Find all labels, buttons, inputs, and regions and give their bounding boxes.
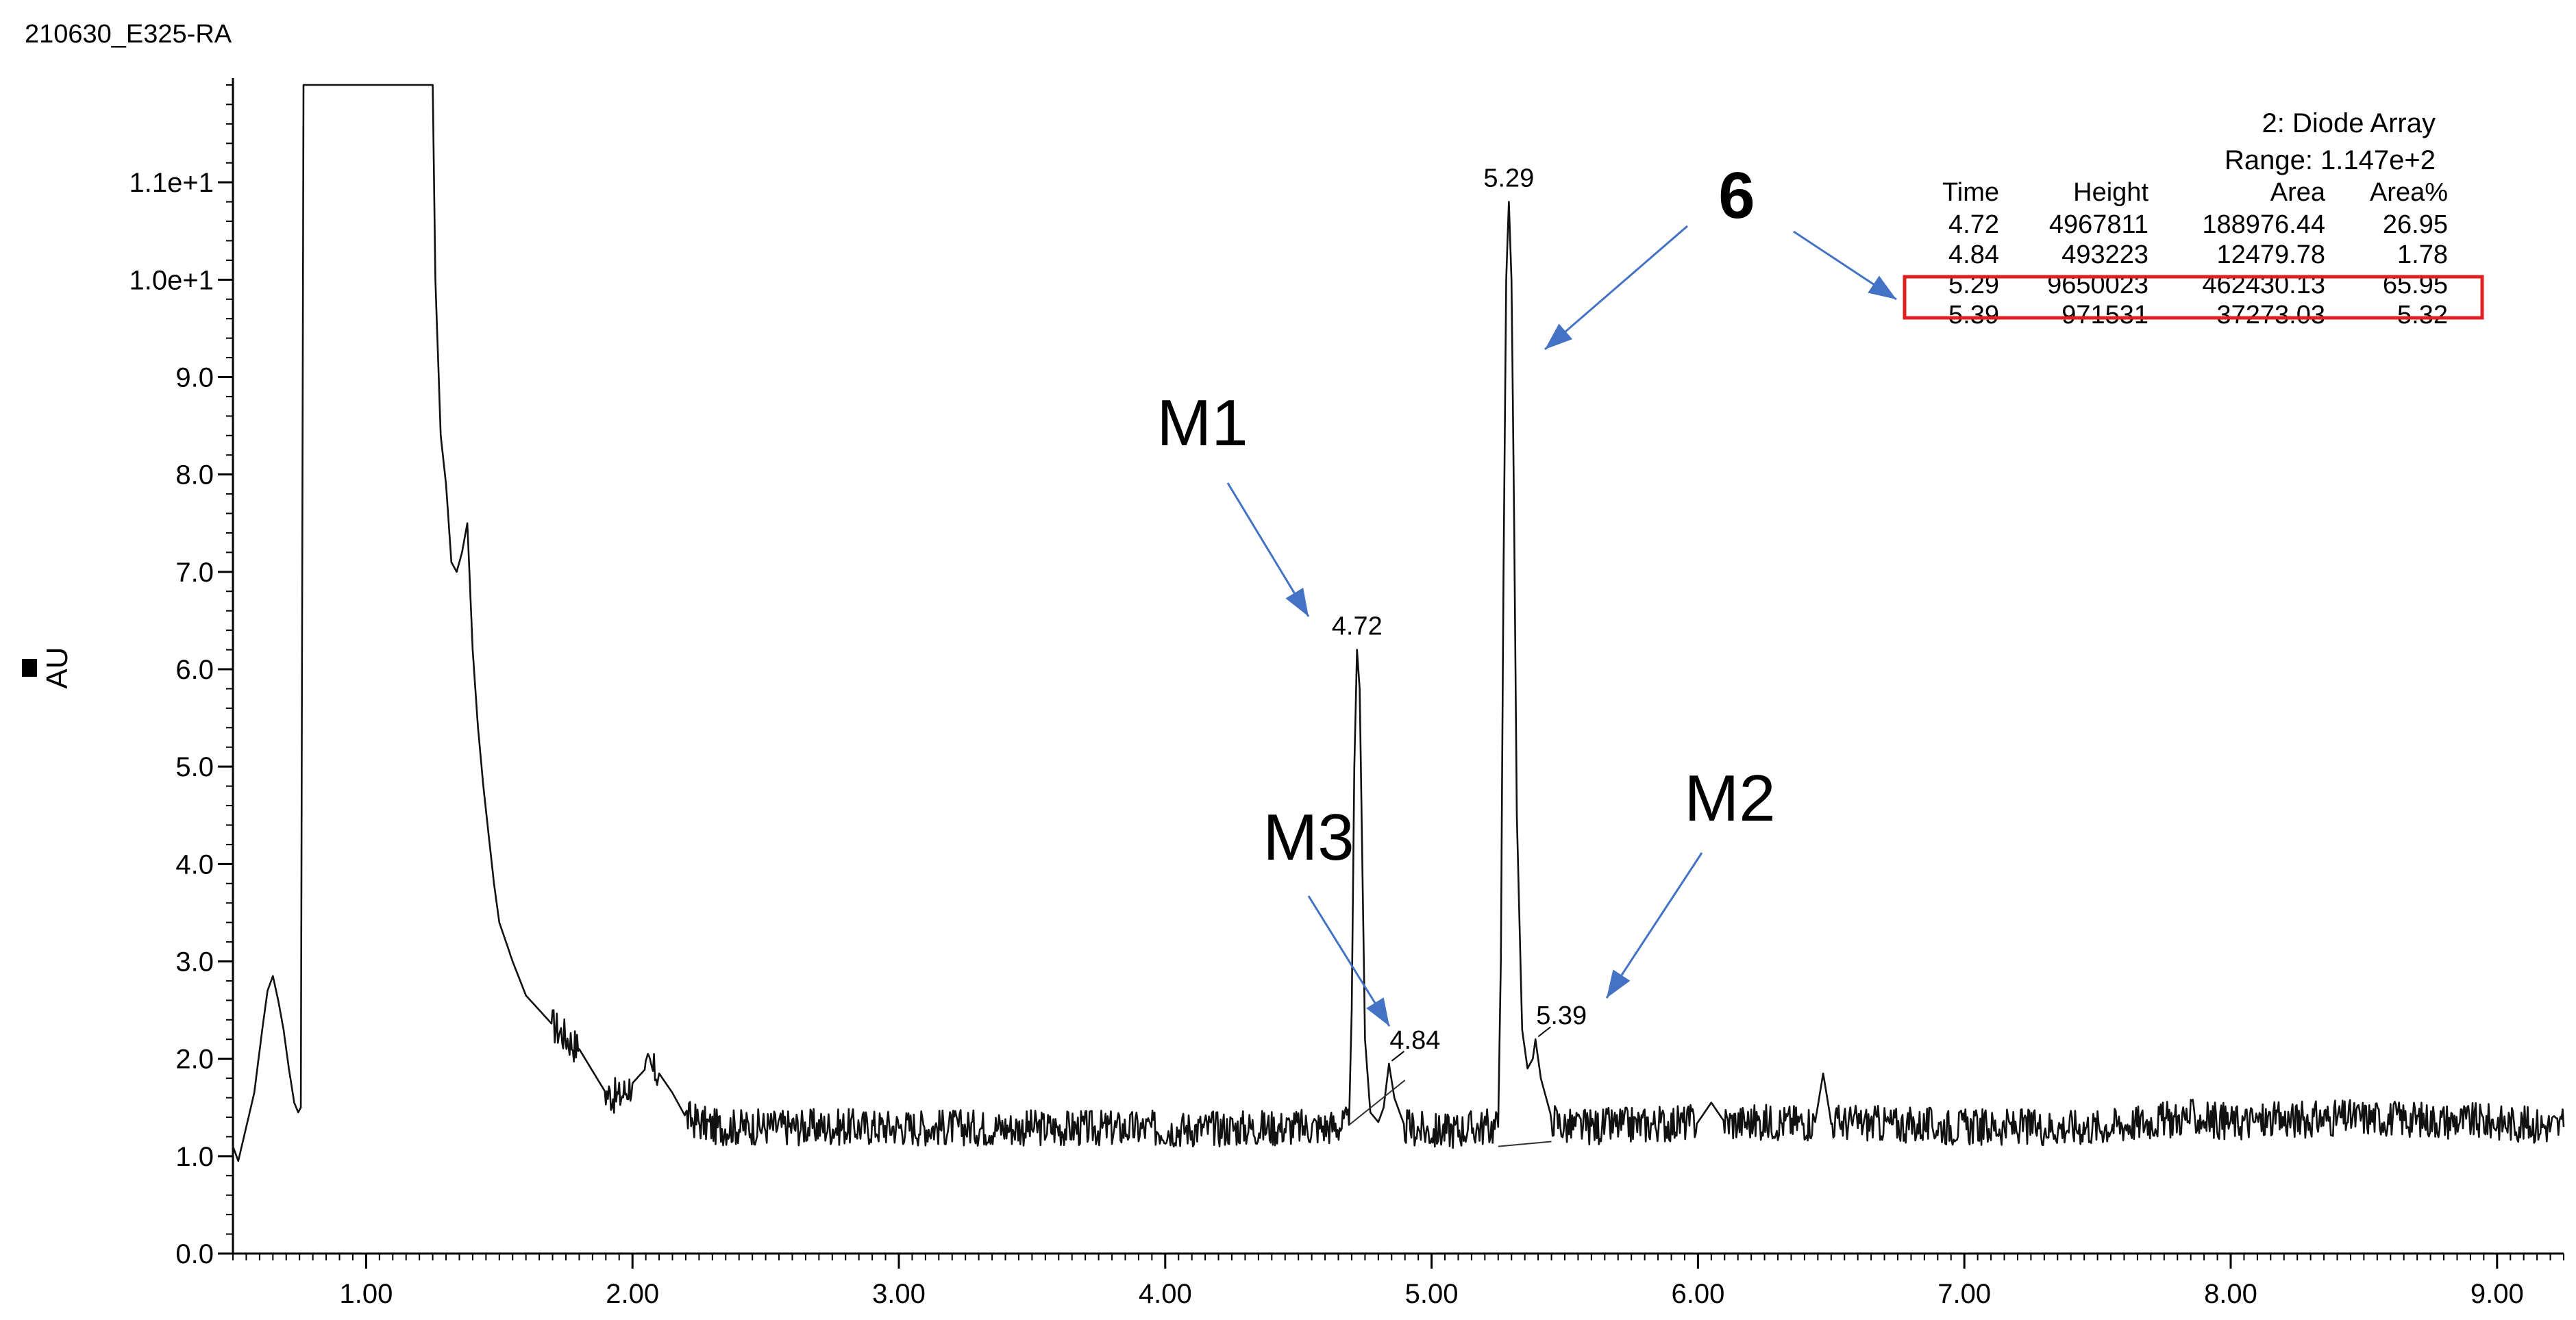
annotation-arrowhead — [1607, 969, 1631, 998]
table-cell: 65.95 — [2383, 271, 2448, 299]
annotations: 6 M1 M3 M2 — [1156, 159, 1897, 1027]
table-header-cell: Area — [2270, 178, 2326, 207]
y-tick-label: 0.0 — [175, 1239, 214, 1269]
peak-label: 5.29 — [1483, 164, 1534, 193]
annotation-arrows — [1226, 225, 1897, 1027]
detector-label: 2: Diode Array — [2262, 108, 2436, 138]
annotation-6: 6 — [1718, 159, 1755, 232]
annotation-m3: M3 — [1263, 801, 1354, 874]
trace-layer — [232, 84, 2565, 1162]
y-tick-label: 1.1e+1 — [129, 168, 214, 198]
integration-baseline — [1498, 1141, 1552, 1147]
table-cell: 971531 — [2061, 301, 2148, 329]
x-tick-label: 4.00 — [1139, 1279, 1192, 1309]
x-tick-label: 7.00 — [1937, 1279, 1991, 1309]
y-tick-label: 1.0e+1 — [129, 265, 214, 295]
annotation-arrow-shaft — [1605, 852, 1703, 999]
highlight-box — [1903, 275, 2484, 320]
table-cell: 26.95 — [2383, 210, 2448, 239]
y-tick-label: 7.0 — [175, 558, 214, 588]
axes: 0.0 1.0 2.0 3.0 4.0 5.0 6.0 7.0 8.0 9.0 1.0e+1 1.1e… — [129, 78, 2564, 1309]
annotation-arrow-shaft — [1544, 225, 1688, 351]
y-tick-label: 9.0 — [175, 363, 214, 393]
y-tick-label: 8.0 — [175, 460, 214, 490]
y-axis-label: AU — [40, 647, 74, 688]
chart-title: 210630_E325-RA — [25, 20, 232, 49]
table-header-cell: Area% — [2370, 178, 2448, 207]
x-tick-label: 1.00 — [339, 1279, 393, 1309]
peak-labels: 4.72 4.84 5.29 5.39 — [1332, 164, 1587, 1062]
table-cell: 1.78 — [2397, 240, 2448, 269]
table-cell: 9650023 — [2047, 271, 2148, 299]
range-label: Range: 1.147e+2 — [2225, 145, 2436, 175]
table-cell: 4.72 — [1948, 210, 1999, 239]
table-cell: 5.29 — [1948, 271, 1999, 299]
y-tick-label: 6.0 — [175, 655, 214, 685]
table-cell: 12479.78 — [2217, 240, 2326, 269]
table-cell: 37273.03 — [2217, 301, 2326, 329]
y-axis-marker — [22, 659, 37, 677]
x-tick-label: 8.00 — [2204, 1279, 2257, 1309]
peak-label-leader — [1537, 1026, 1551, 1038]
x-tick-label: 3.00 — [872, 1279, 926, 1309]
x-tick-label: 2.00 — [606, 1279, 659, 1309]
peak-label: 4.84 — [1389, 1026, 1440, 1055]
table-header-cell: Time — [1942, 178, 1999, 207]
peak-table: 2: Diode Array Range: 1.147e+2 Time Heigh… — [1903, 108, 2484, 329]
peak-label: 5.39 — [1536, 1001, 1587, 1030]
x-tick-label: 5.00 — [1405, 1279, 1459, 1309]
annotation-arrowhead — [1868, 275, 1896, 299]
table-cell: 493223 — [2061, 240, 2148, 269]
table-cell: 5.39 — [1948, 301, 1999, 329]
table-cell: 462430.13 — [2202, 271, 2325, 299]
table-cell: 4.84 — [1948, 240, 1999, 269]
table-cell: 4967811 — [2049, 210, 2148, 239]
annotation-arrowhead — [1366, 997, 1389, 1026]
y-tick-label: 3.0 — [175, 947, 214, 977]
integration-baseline — [1348, 1080, 1406, 1126]
x-tick-label: 6.00 — [1671, 1279, 1724, 1309]
y-tick-label: 2.0 — [175, 1045, 214, 1075]
table-cell: 188976.44 — [2202, 210, 2325, 239]
annotation-m1: M1 — [1156, 386, 1248, 460]
y-tick-label: 5.0 — [175, 752, 214, 782]
x-tick-label: 9.00 — [2470, 1279, 2524, 1309]
y-tick-label: 4.0 — [175, 849, 214, 880]
annotation-arrowhead — [1545, 323, 1573, 349]
table-header-cell: Height — [2073, 178, 2148, 207]
peak-label: 4.72 — [1332, 612, 1383, 641]
table-cell: 5.32 — [2397, 301, 2448, 329]
annotation-arrowhead — [1285, 588, 1309, 617]
chromatogram-trace — [232, 84, 2565, 1162]
annotation-m2: M2 — [1684, 762, 1775, 835]
y-tick-label: 1.0 — [175, 1142, 214, 1172]
peak-label-leader — [1391, 1050, 1405, 1062]
